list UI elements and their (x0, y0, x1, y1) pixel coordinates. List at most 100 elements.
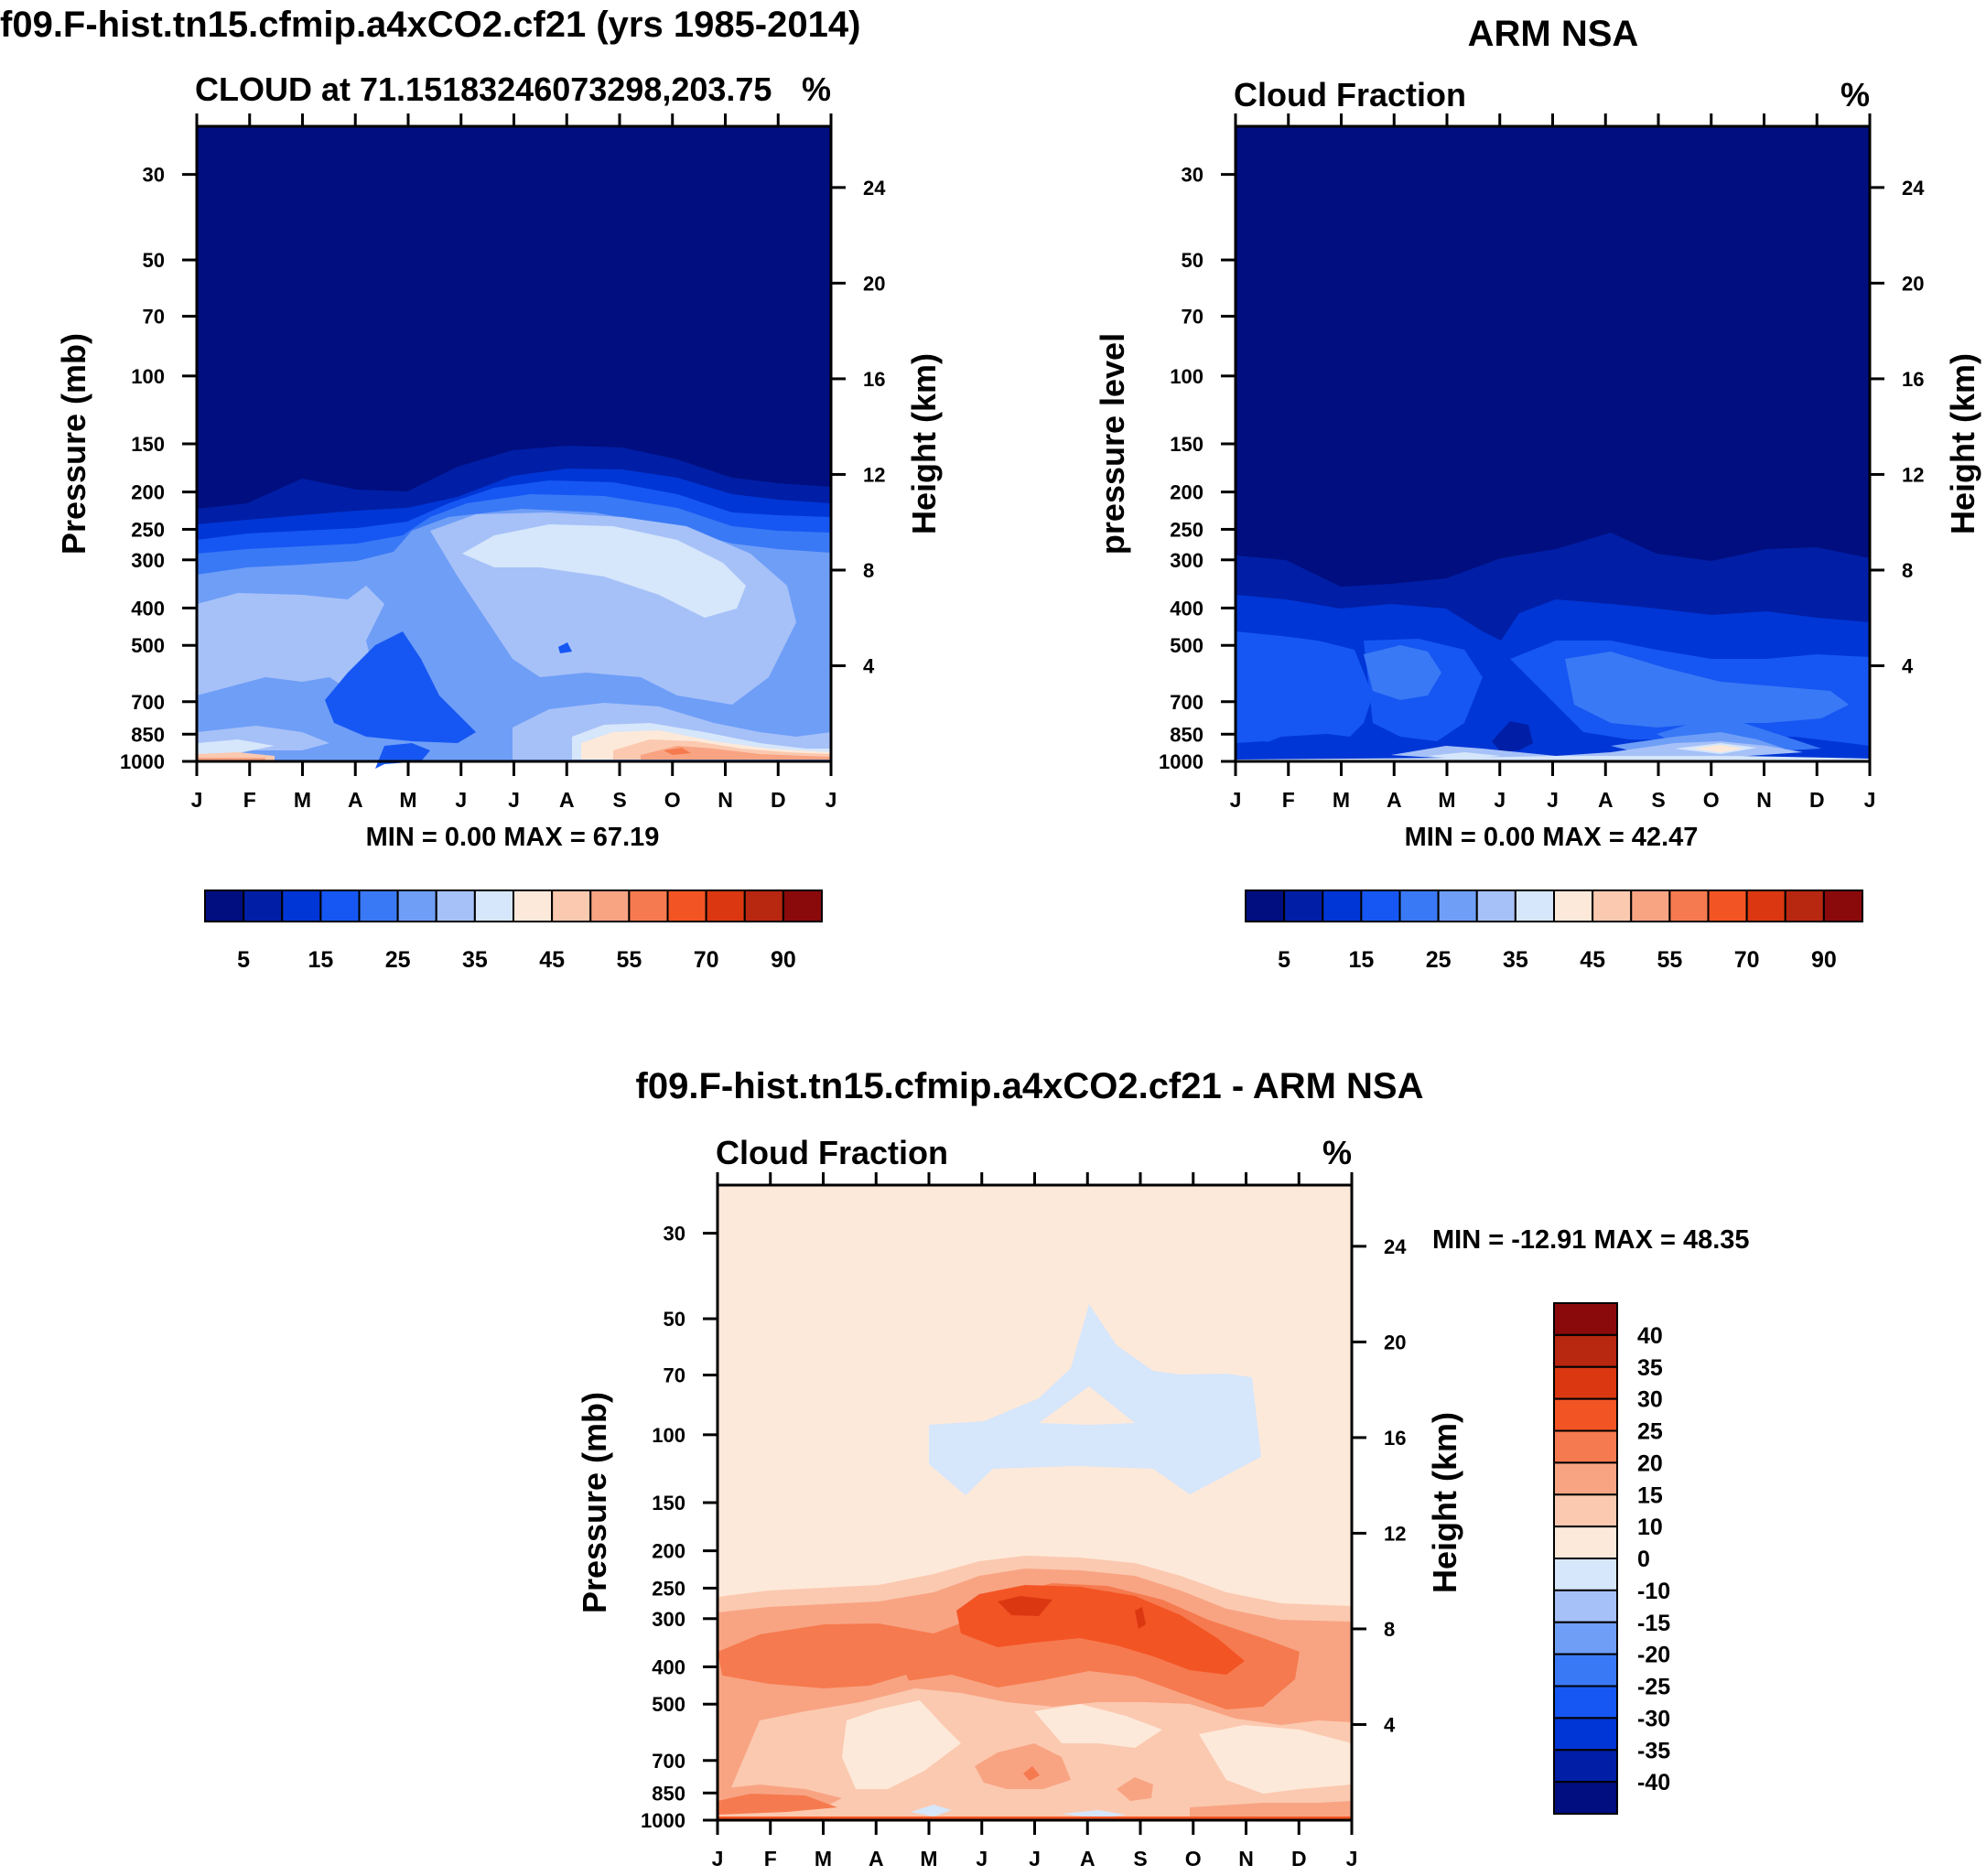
obs-y-tick-label: 150 (1170, 433, 1203, 456)
diff-contour-band (1023, 1766, 1040, 1781)
obs-x-tick-label: A (1598, 788, 1614, 812)
model-colorbar-label: 35 (462, 947, 488, 973)
model-x-tick-label: D (771, 788, 786, 812)
obs-y-tick-label: 100 (1170, 365, 1203, 388)
obs-y-tick-label: 300 (1170, 549, 1203, 572)
obs-x-tick-label: M (1333, 788, 1350, 812)
diff-colorbar-label: -15 (1637, 1611, 1670, 1636)
obs-y2-tick-label: 12 (1902, 463, 1924, 486)
obs-panel: Cloud Fraction % J F M A M J J A S O N D J 30 50 70 100 1… (1094, 76, 1981, 973)
diff-contour-band (1034, 1704, 1162, 1748)
model-x-tick-label: J (455, 788, 467, 812)
obs-colorbar-box (1514, 889, 1555, 922)
obs-x-tick-label: M (1438, 788, 1455, 812)
diff-contour-band (998, 1596, 1052, 1616)
model-colorbar-box (705, 889, 746, 922)
diff-colorbar-label: -10 (1637, 1579, 1670, 1604)
diff-x-tick-label: A (869, 1847, 884, 1871)
model-y2-tick-label: 8 (863, 559, 874, 582)
diff-x-tick-label: N (1238, 1847, 1254, 1871)
diff-y-tick-label: 100 (652, 1424, 685, 1447)
diff-right-label: % (1322, 1134, 1352, 1171)
model-y-tick-label: 70 (143, 306, 165, 329)
model-contour-band (558, 642, 572, 653)
model-contours (197, 126, 831, 769)
diff-contour-band (1190, 1801, 1352, 1817)
obs-min-max: MIN = 0.00 MAX = 42.47 (1405, 823, 1699, 852)
model-y-tick-label: 850 (131, 723, 165, 746)
diff-contour-band (1117, 1777, 1153, 1801)
obs-axes-ticks: J F M A M J J A S O N D J 30 50 70 100 150 200 250 300 400 500… (1159, 113, 1925, 812)
model-y2-tick-label: 4 (863, 654, 875, 677)
model-x-tick-label: M (294, 788, 311, 812)
obs-x-tick-label: N (1756, 788, 1772, 812)
obs-colorbar-box (1668, 889, 1710, 922)
diff-figure-title: f09.F-hist.tn15.cfmip.a4xCO2.cf21 - ARM … (636, 1066, 1424, 1106)
obs-y-tick-label: 70 (1182, 306, 1203, 329)
diff-y-tick-label: 300 (652, 1608, 685, 1631)
diff-colorbar-box (1553, 1333, 1618, 1368)
diff-contour-band (1039, 1386, 1135, 1425)
model-x-tick-label: F (243, 788, 256, 812)
diff-y2-tick-label: 16 (1384, 1427, 1406, 1450)
diff-y-axis-label: Pressure (mb) (576, 1392, 613, 1613)
model-y2-tick-label: 12 (863, 463, 885, 486)
model-colorbar-box (243, 889, 284, 922)
model-colorbar-box (782, 889, 823, 922)
model-y-tick-label: 1000 (120, 750, 165, 773)
model-x-tick-label: S (612, 788, 626, 812)
diff-y2-tick-label: 4 (1384, 1713, 1396, 1736)
model-y-tick-label: 200 (131, 481, 165, 504)
obs-y-tick-label: 850 (1170, 723, 1203, 746)
diff-x-tick-label: S (1133, 1847, 1147, 1871)
model-colorbar-box (473, 889, 514, 922)
diff-x-tick-label: J (1029, 1847, 1041, 1871)
diff-colorbar-box (1553, 1685, 1618, 1720)
model-colorbar-label: 45 (539, 947, 565, 973)
diff-contour-band (1135, 1607, 1146, 1629)
diff-contour-band (1199, 1725, 1352, 1794)
obs-colorbar-box (1553, 889, 1594, 922)
diff-y-tick-label: 150 (652, 1492, 685, 1515)
obs-x-tick-label: J (1230, 788, 1242, 812)
diff-colorbar-label: 10 (1637, 1515, 1663, 1540)
diff-y-tick-label: 250 (652, 1577, 685, 1600)
obs-y2-tick-label: 20 (1902, 272, 1924, 295)
diff-colorbar-label: 0 (1637, 1547, 1650, 1572)
model-colorbar-box (358, 889, 399, 922)
model-panel: CLOUD at 71.15183246073298,203.75 % (55, 70, 943, 973)
obs-y-axis-label: pressure level (1094, 333, 1131, 555)
model-contour-band (641, 746, 831, 760)
model-colorbar-label: 25 (385, 947, 411, 973)
model-colorbar-box (281, 889, 322, 922)
diff-colorbar-label: 20 (1637, 1450, 1663, 1476)
model-y-axis-label: Pressure (mb) (55, 333, 92, 555)
obs-colorbar-label: 70 (1734, 947, 1760, 973)
diff-contour-band (911, 1805, 952, 1817)
model-colorbar-box (396, 889, 437, 922)
obs-x-tick-label: J (1494, 788, 1506, 812)
model-y2-tick-label: 20 (863, 272, 885, 295)
obs-y2-tick-label: 16 (1902, 368, 1924, 391)
diff-y2-tick-label: 12 (1384, 1522, 1406, 1545)
diff-colorbar-box (1553, 1526, 1618, 1559)
diff-y2-axis-label: Height (km) (1426, 1412, 1463, 1593)
model-y-tick-label: 700 (131, 691, 165, 714)
model-contour-band (664, 748, 691, 755)
obs-colorbar-box (1283, 889, 1324, 922)
obs-colorbar-label: 55 (1657, 947, 1682, 973)
obs-y-tick-label: 700 (1170, 691, 1203, 714)
diff-x-tick-label: F (764, 1847, 777, 1871)
diff-y-tick-label: 50 (664, 1308, 685, 1331)
obs-colorbar-label: 5 (1278, 947, 1290, 973)
model-x-tick-label: J (826, 788, 837, 812)
obs-contour-band (1364, 645, 1441, 700)
model-contour-band (197, 586, 384, 695)
diff-min-max: MIN = -12.91 MAX = 48.35 (1432, 1225, 1750, 1255)
obs-x-tick-label: D (1809, 788, 1825, 812)
model-y-tick-label: 250 (131, 518, 165, 541)
obs-x-tick-label: J (1547, 788, 1559, 812)
obs-colorbar-box (1707, 889, 1748, 922)
obs-y2-tick-label: 4 (1902, 654, 1914, 677)
